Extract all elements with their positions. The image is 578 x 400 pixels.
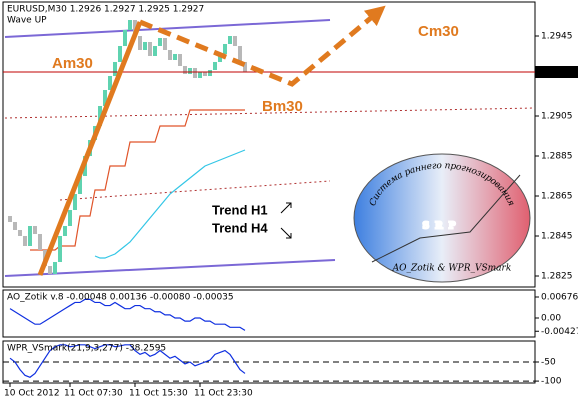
y-tick-label: 1.2865 (541, 192, 573, 202)
candle (218, 54, 222, 62)
candle (228, 36, 232, 44)
candle (108, 76, 112, 90)
wave-arrow (37, 21, 143, 276)
x-tick-label: 11 Oct 15:30 (129, 389, 188, 399)
candle (203, 72, 207, 76)
main-frame (2, 1, 536, 288)
logo: Система раннего прогнозирования SRP AO_Z… (353, 153, 531, 283)
candle (148, 42, 152, 56)
candle (38, 234, 42, 250)
candle (98, 106, 102, 126)
annotation: Trend H4 (212, 220, 268, 235)
candle (128, 20, 132, 30)
logo-credit: AO_Zotik & WPR_VSmark (392, 264, 512, 274)
candle (78, 176, 82, 194)
candle (113, 62, 117, 76)
candle (153, 46, 157, 56)
candle (223, 44, 227, 54)
y-tick-label: -100 (541, 377, 562, 387)
y-tick-label: 1.2905 (541, 112, 573, 122)
candle (58, 236, 62, 262)
y-tick-label: 0.00676 (541, 292, 578, 302)
channel-top (4, 19, 331, 38)
last-price-label: 1.2927 (538, 68, 570, 78)
x-tick-label: 10 Oct 2012 (4, 389, 60, 399)
last-price-box (535, 66, 578, 78)
chart-title: EURUSD,M30 1.2926 1.2927 1.2925 1.2927 (7, 5, 204, 15)
y-tick-label: 1.2825 (541, 272, 573, 282)
chart-subtitle: Wave UP (7, 16, 47, 26)
candle (63, 226, 67, 236)
candle (73, 194, 77, 210)
candle (158, 38, 162, 46)
candle (143, 42, 147, 50)
x-tick-label: 11 Oct 23:30 (194, 389, 253, 399)
candle (168, 50, 172, 60)
x-tick-label: 11 Oct 07:30 (64, 389, 123, 399)
candle (188, 68, 192, 74)
candle (33, 226, 37, 234)
annotation: Cm30 (418, 23, 459, 40)
trend-arrows (280, 202, 292, 239)
y-tick-label: -50 (541, 358, 556, 368)
annotation: Trend H1 (212, 202, 268, 217)
candle (118, 46, 122, 62)
candle (233, 36, 237, 46)
candle (103, 90, 107, 106)
candle (13, 222, 17, 230)
candle (18, 230, 22, 236)
indicator-line (94, 149, 246, 259)
panel-title: AO_Zotik v.8 -0.00048 0.00136 -0.00080 -… (7, 293, 234, 303)
y-tick-label: 1.2945 (541, 32, 573, 42)
candle (48, 266, 52, 274)
candle (23, 236, 27, 246)
candle (173, 54, 177, 60)
y-tick-label: 1.2845 (541, 232, 573, 242)
annotation: Bm30 (262, 98, 303, 115)
candle (138, 36, 142, 50)
candle (238, 46, 242, 62)
level-line (4, 107, 536, 119)
candle (243, 62, 247, 72)
candle (183, 66, 187, 74)
candle (53, 262, 57, 274)
candle (68, 210, 72, 226)
channel-bottom (4, 259, 336, 277)
indicator-line (30, 109, 245, 251)
indicator-line (9, 298, 246, 331)
indicator-line (9, 344, 246, 378)
y-tick-label: 1.2885 (541, 152, 573, 162)
candle (163, 38, 167, 50)
candle (208, 70, 212, 76)
candle (8, 216, 12, 222)
panel-title: WPR_VSmark(21,9,3,277) -38.2595 (7, 344, 166, 354)
y-tick-label: -0.00427 (541, 327, 578, 337)
candle (123, 30, 127, 46)
forecast-arrow (139, 5, 386, 87)
candle (28, 226, 32, 246)
level-line (59, 180, 331, 201)
logo-ellipse (353, 153, 531, 283)
y-tick-label: 0.00 (541, 313, 561, 323)
candle (198, 72, 202, 78)
candle (213, 62, 217, 70)
logo-title: SRP (423, 222, 462, 232)
candle (193, 68, 197, 78)
ao-frame (2, 289, 536, 338)
annotation: Am30 (52, 55, 93, 72)
candle (178, 54, 182, 66)
logo-line (371, 174, 521, 263)
